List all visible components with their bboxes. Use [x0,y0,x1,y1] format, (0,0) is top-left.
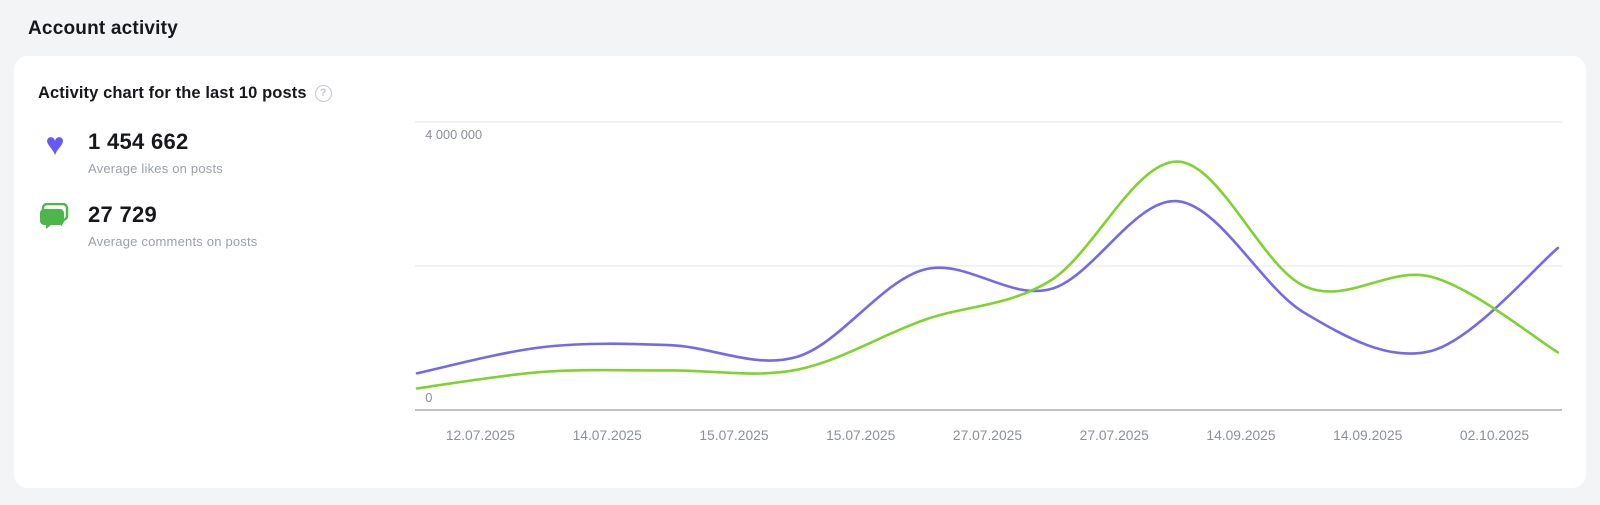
x-tick-label: 15.07.2025 [699,428,769,443]
likes-value: 1 454 662 [88,129,189,154]
x-tick-label: 27.07.2025 [1080,428,1150,443]
y-tick-label: 4 000 000 [425,128,482,142]
comments-stat: 27 729 Average comments on posts [38,202,415,249]
help-icon[interactable]: ? [314,85,332,102]
chart-column: 4 000 000 0 12.07.2025 14.07.2025 15.07.2025… [415,82,1562,470]
x-tick-label: 27.07.2025 [953,428,1023,443]
x-tick-label: 14.07.2025 [573,428,643,443]
likes-label: Average likes on posts [88,161,223,176]
page-title: Account activity [28,18,178,39]
activity-chart-svg: 4 000 000 0 12.07.2025 14.07.2025 15.07.2025… [415,121,1562,443]
activity-chart: 4 000 000 0 12.07.2025 14.07.2025 15.07.2025… [415,110,1562,470]
comments-label: Average comments on posts [88,234,258,249]
card-heading-row: Activity chart for the last 10 posts ? [38,84,415,103]
x-tick-label: 12.07.2025 [446,428,516,443]
activity-card: Activity chart for the last 10 posts ? ♥… [14,56,1586,488]
comments-line [415,160,1560,390]
heart-icon: ♥ [45,126,65,162]
x-tick-label: 14.09.2025 [1206,428,1276,443]
card-left-column: Activity chart for the last 10 posts ? ♥… [38,82,415,470]
card-heading: Activity chart for the last 10 posts [38,84,307,102]
likes-line [415,199,1560,375]
x-tick-label: 15.07.2025 [826,428,896,443]
y-tick-label: 0 [425,391,432,405]
x-tick-label: 14.09.2025 [1333,428,1403,443]
comments-value: 27 729 [88,202,158,227]
x-tick-label: 02.10.2025 [1460,428,1530,443]
stats-list: ♥ 1 454 662 Average likes on posts [38,126,415,249]
comment-icon [38,202,72,231]
likes-stat: ♥ 1 454 662 Average likes on posts [38,126,415,176]
